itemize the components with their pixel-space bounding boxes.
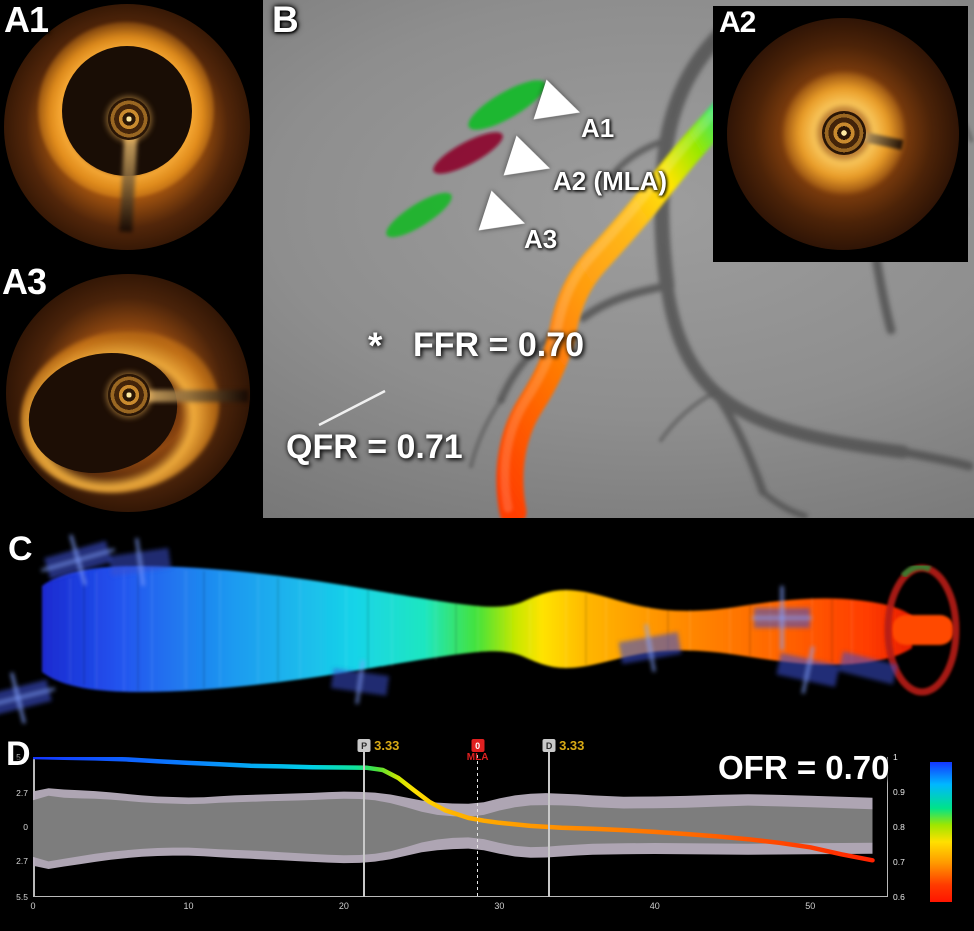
- panel-a3-label: A3: [2, 262, 47, 302]
- y-tick-2.7: 2.7: [16, 856, 28, 867]
- y2-tick-0.6: 0.6: [893, 892, 905, 902]
- ofr-colorbar: [930, 762, 952, 902]
- chart-plot-area: 5.5 2.7 0 2.7 5.5 0.6 0.7 0.8 0.9 1 0 10 20 30 40 50 …: [16, 738, 905, 911]
- ffr-value-text: FFR = 0.70: [413, 326, 585, 364]
- y-tick-0: 0: [23, 822, 28, 832]
- x-tick-50: 50: [805, 901, 816, 911]
- y2-tick-0.7: 0.7: [893, 857, 905, 867]
- panel-d-diameter-chart: D: [0, 735, 974, 931]
- panel-a1-oct-cross-section: A1: [0, 0, 262, 252]
- panel-c-label: C: [8, 530, 33, 568]
- x-tick-40: 40: [649, 901, 660, 911]
- marker-value-distal-reference: 3.33: [559, 738, 585, 753]
- y2-axis-line: [886, 757, 888, 897]
- qfr-value-text: QFR = 0.71: [286, 428, 463, 466]
- y2-tick-1: 1: [893, 752, 898, 762]
- qfr-pointer-line: [318, 389, 386, 427]
- a3-guidewire-shadow: [138, 390, 248, 402]
- marker-box-proximal-reference[interactable]: P: [357, 739, 371, 752]
- x-tick-20: 20: [338, 901, 349, 911]
- panel-a2-oct-cross-section: A2: [713, 6, 968, 262]
- annotation-a3: A3: [524, 224, 558, 254]
- panel-d-label: D: [6, 735, 31, 773]
- chart-series-svg: [33, 757, 875, 869]
- y-tick-5.5: 5.5: [16, 752, 28, 762]
- marker-line-minimal-lumen-area[interactable]: [476, 749, 479, 897]
- a2-imaging-catheter: [822, 111, 866, 155]
- annotation-a1: A1: [581, 113, 615, 143]
- marker-sublabel-minimal-lumen-area: MLA: [466, 752, 489, 763]
- panel-b-angiogram: B A1 A2 (MLA) A3 * FFR = 0.70 QFR = 0.71: [263, 0, 974, 518]
- panel-a1-label: A1: [4, 0, 49, 40]
- a1-imaging-catheter: [108, 98, 150, 140]
- marker-box-distal-reference[interactable]: D: [542, 739, 556, 752]
- marker-line-distal-reference[interactable]: [548, 749, 550, 897]
- marker-line-proximal-reference[interactable]: [363, 749, 365, 897]
- y2-tick-0.9: 0.9: [893, 787, 905, 797]
- panel-b-label: B: [272, 0, 299, 40]
- x-axis-line: [33, 895, 888, 897]
- x-tick-0: 0: [30, 901, 36, 911]
- y2-tick-0.8: 0.8: [893, 822, 905, 832]
- marker-value-proximal-reference: 3.33: [374, 738, 400, 753]
- lumen-3d-rendering: [0, 534, 960, 724]
- y-tick-2.7: 2.7: [16, 787, 28, 798]
- panel-a2-label: A2: [719, 6, 756, 39]
- y-tick-5.5: 5.5: [16, 892, 28, 902]
- ffr-asterisk: *: [368, 325, 383, 366]
- a3-imaging-catheter: [108, 374, 150, 416]
- annotation-a2: A2 (MLA): [553, 166, 668, 196]
- ofr-value-text: OFR = 0.70: [718, 749, 890, 786]
- panel-c-3d-lumen: C: [0, 520, 974, 735]
- x-tick-10: 10: [183, 901, 194, 911]
- x-tick-30: 30: [494, 901, 505, 911]
- marker-box-minimal-lumen-area[interactable]: 0: [471, 739, 485, 752]
- panel-a3-oct-cross-section: A3: [0, 262, 262, 520]
